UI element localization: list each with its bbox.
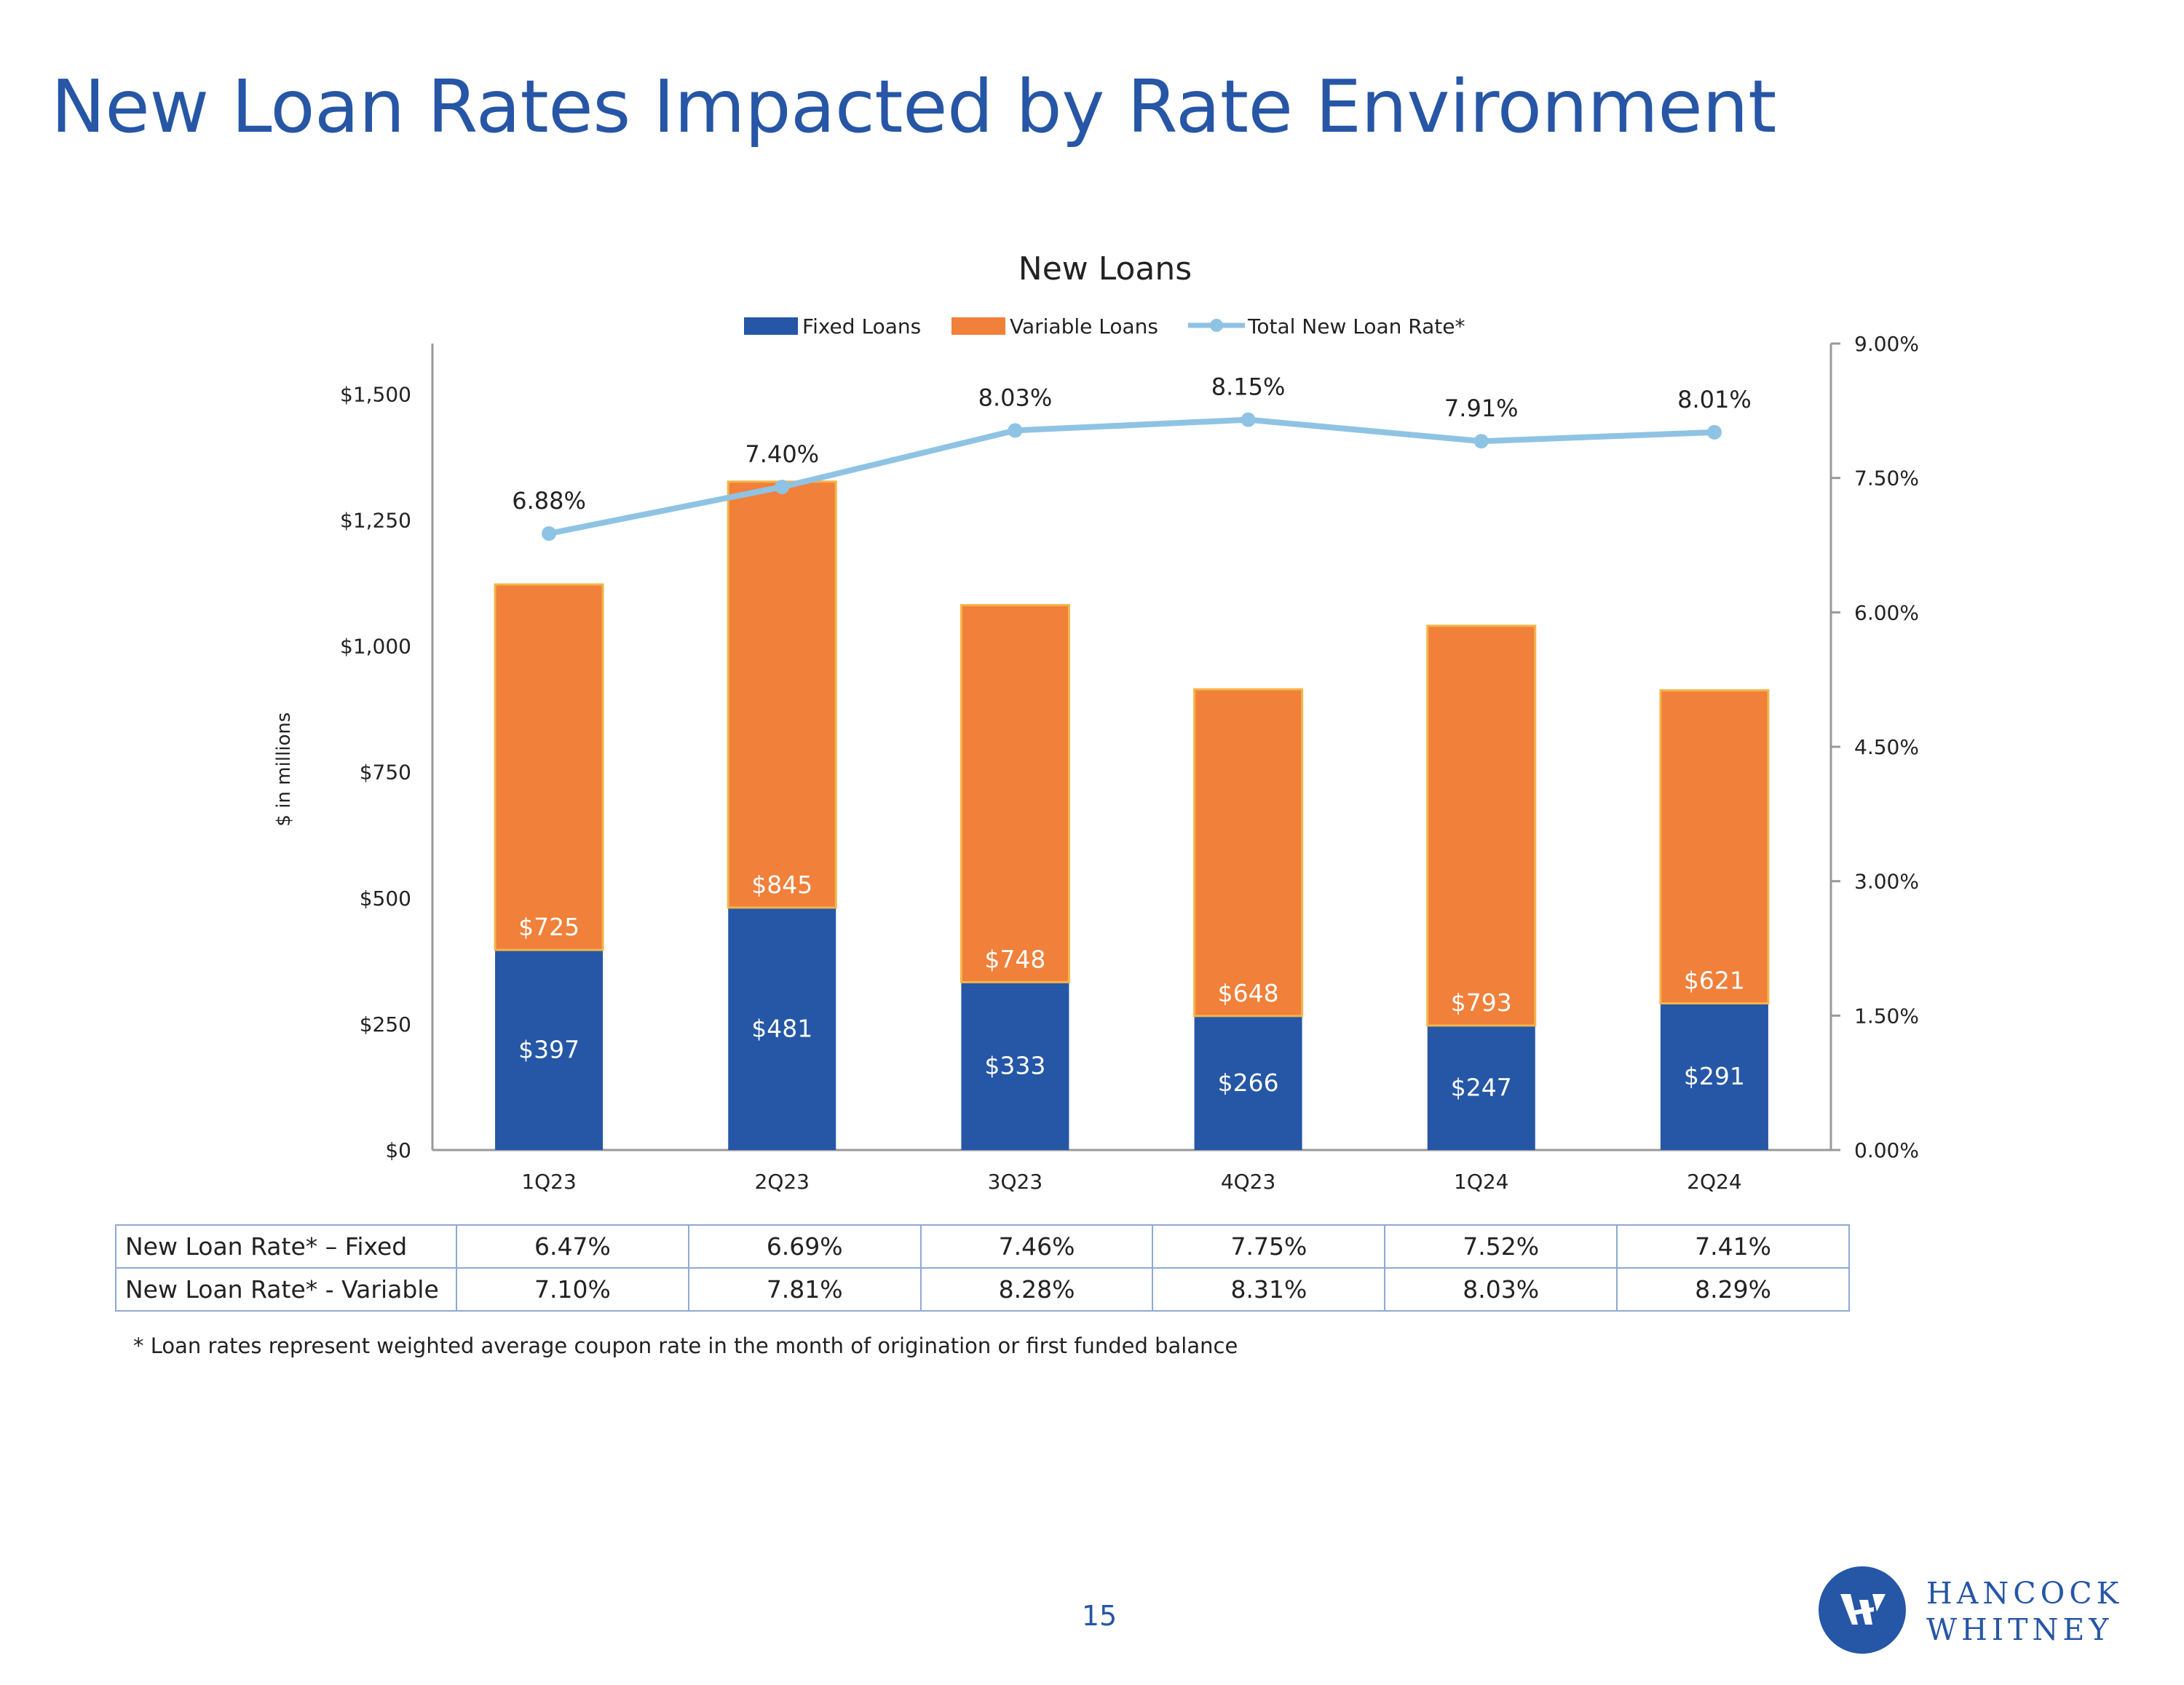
rate-label: 7.91% — [1444, 395, 1519, 422]
table-cell: 7.52% — [1384, 1224, 1618, 1269]
rate-label: 8.03% — [978, 384, 1053, 411]
bar-label-fixed: $333 — [984, 1052, 1045, 1080]
legend-swatch-fixed — [744, 317, 798, 335]
bar-variable-4Q23 — [1193, 688, 1304, 1018]
bar-label-variable: $793 — [1451, 988, 1512, 1017]
right-axis-tick-label: 1.50% — [1854, 1004, 1919, 1028]
bar-label-variable: $621 — [1684, 966, 1745, 994]
bar-fixed-3Q23 — [961, 982, 1069, 1150]
bar-series: $397 $725 $481 $845 $333 $748 $266 $648 $247 $793… — [494, 480, 1770, 1150]
bar-variable-2Q23 — [727, 480, 837, 909]
x-tick-label: 4Q23 — [1221, 1170, 1275, 1194]
hancock-whitney-logo: HANCOCK WHITNEY — [1819, 1566, 2168, 1661]
row-label-variable: New Loan Rate* - Variable — [115, 1267, 457, 1312]
table-cell: 7.81% — [687, 1267, 922, 1312]
bar-label-variable: $725 — [518, 913, 579, 941]
x-tick-label: 1Q24 — [1454, 1170, 1508, 1194]
table-cell: 6.69% — [687, 1224, 922, 1269]
x-axis-ticks: 1Q23 2Q23 3Q23 4Q23 1Q24 2Q24 — [521, 1170, 1741, 1194]
bar-fixed-1Q23 — [495, 950, 604, 1150]
table-row-fixed: New Loan Rate* – Fixed 6.47% 6.69% 7.46%… — [115, 1224, 1850, 1269]
right-axis-tick-label: 0.00% — [1854, 1138, 1919, 1162]
left-axis-tick-label: $500 — [360, 887, 411, 911]
chart-title: New Loans — [1018, 250, 1192, 288]
rate-point — [1706, 424, 1722, 440]
bar-fixed-1Q24 — [1427, 1025, 1535, 1150]
footnote: * Loan rates represent weighted average … — [133, 1333, 1238, 1358]
y-axis-label: $ in millions — [273, 713, 295, 827]
left-axis-tick-label: $1,500 — [340, 382, 411, 406]
bar-label-fixed: $397 — [518, 1036, 579, 1064]
bar-variable-1Q24 — [1426, 625, 1537, 1027]
right-axis-tick-label: 4.50% — [1854, 735, 1919, 759]
table-cell: 6.47% — [456, 1224, 689, 1269]
row-label-fixed: New Loan Rate* – Fixed — [115, 1224, 457, 1269]
legend-label-fixed: Fixed Loans — [802, 314, 921, 338]
rate-line-series: 6.88% 7.40% 8.03% 8.15% 7.91% 8.01% — [512, 373, 1752, 541]
right-axis-tick-label: 3.00% — [1854, 870, 1919, 894]
bar-label-fixed: $481 — [751, 1014, 812, 1042]
table-cell: 7.75% — [1152, 1224, 1386, 1269]
bar-label-fixed: $247 — [1451, 1073, 1512, 1101]
new-loan-rate-table: New Loan Rate* – Fixed 6.47% 6.69% 7.46%… — [115, 1224, 1850, 1312]
legend-label-rate: Total New Loan Rate* — [1247, 314, 1465, 338]
rate-label: 6.88% — [512, 487, 586, 515]
x-tick-label: 3Q23 — [988, 1170, 1042, 1194]
right-axis-ticks: 0.00% 1.50% 3.00% 4.50% 6.00% 7.50% 9.00% — [1831, 332, 1919, 1162]
left-axis-tick-label: $750 — [360, 761, 411, 785]
bar-label-fixed: $291 — [1684, 1062, 1745, 1090]
bar-label-variable: $748 — [984, 945, 1045, 973]
x-tick-label: 2Q23 — [755, 1170, 810, 1194]
table-cell: 7.41% — [1616, 1224, 1850, 1269]
table-cell: 8.28% — [919, 1267, 1154, 1312]
legend-swatch-variable — [951, 317, 1005, 335]
table-row-variable: New Loan Rate* - Variable 7.10% 7.81% 8.… — [115, 1267, 1850, 1312]
new-loans-chart: New Loans Fixed Loans Variable Loans Tot… — [273, 250, 1919, 1194]
x-tick-label: 2Q24 — [1687, 1170, 1741, 1194]
x-tick-label: 1Q23 — [521, 1170, 576, 1194]
legend-label-variable: Variable Loans — [1010, 314, 1158, 338]
rate-point — [1473, 434, 1489, 449]
rate-point — [1241, 412, 1256, 427]
rate-label: 7.40% — [745, 440, 819, 468]
bar-fixed-2Q23 — [728, 907, 836, 1150]
bar-label-variable: $845 — [751, 871, 812, 899]
page-number: 15 — [1081, 1600, 1117, 1632]
rate-point — [1008, 423, 1023, 438]
chart-legend: Fixed Loans Variable Loans Total New Loa… — [744, 314, 1465, 338]
page-title: New Loan Rates Impacted by Rate Environm… — [51, 64, 1776, 149]
hw-logo-icon — [1819, 1566, 1906, 1654]
right-axis-tick-label: 6.00% — [1854, 600, 1919, 625]
bar-fixed-2Q24 — [1660, 1003, 1768, 1150]
table-cell: 8.03% — [1384, 1267, 1618, 1312]
left-axis-tick-label: $250 — [360, 1012, 411, 1036]
bar-label-variable: $648 — [1218, 979, 1279, 1007]
right-axis-tick-label: 9.00% — [1854, 332, 1919, 356]
logo-line-2: WHITNEY — [1926, 1612, 2113, 1647]
rate-label: 8.01% — [1677, 386, 1752, 413]
right-axis-tick-label: 7.50% — [1854, 467, 1919, 491]
table-cell: 8.29% — [1616, 1267, 1850, 1312]
bar-variable-1Q23 — [494, 583, 604, 951]
bar-label-fixed: $266 — [1218, 1069, 1279, 1097]
left-axis-tick-label: $1,000 — [340, 635, 411, 659]
table-cell: 7.46% — [919, 1224, 1154, 1269]
table-cell: 8.31% — [1152, 1267, 1386, 1312]
rate-point — [775, 479, 790, 494]
rate-point — [542, 526, 557, 541]
bar-fixed-4Q23 — [1194, 1015, 1302, 1150]
bar-variable-3Q23 — [960, 603, 1070, 983]
left-axis-tick-label: $0 — [385, 1138, 411, 1162]
logo-line-1: HANCOCK — [1926, 1576, 2124, 1611]
rate-line-path — [546, 416, 1717, 536]
bar-variable-2Q24 — [1659, 689, 1770, 1004]
legend-marker-rate — [1210, 319, 1223, 332]
left-axis-tick-label: $1,250 — [340, 508, 411, 532]
rate-label: 8.15% — [1211, 373, 1286, 401]
logo-wordmark: HANCOCK WHITNEY — [1926, 1575, 2123, 1648]
left-axis-ticks: $0 $250 $500 $750 $1,000 $1,250 $1,500 — [340, 382, 411, 1162]
table-cell: 7.10% — [456, 1267, 689, 1312]
